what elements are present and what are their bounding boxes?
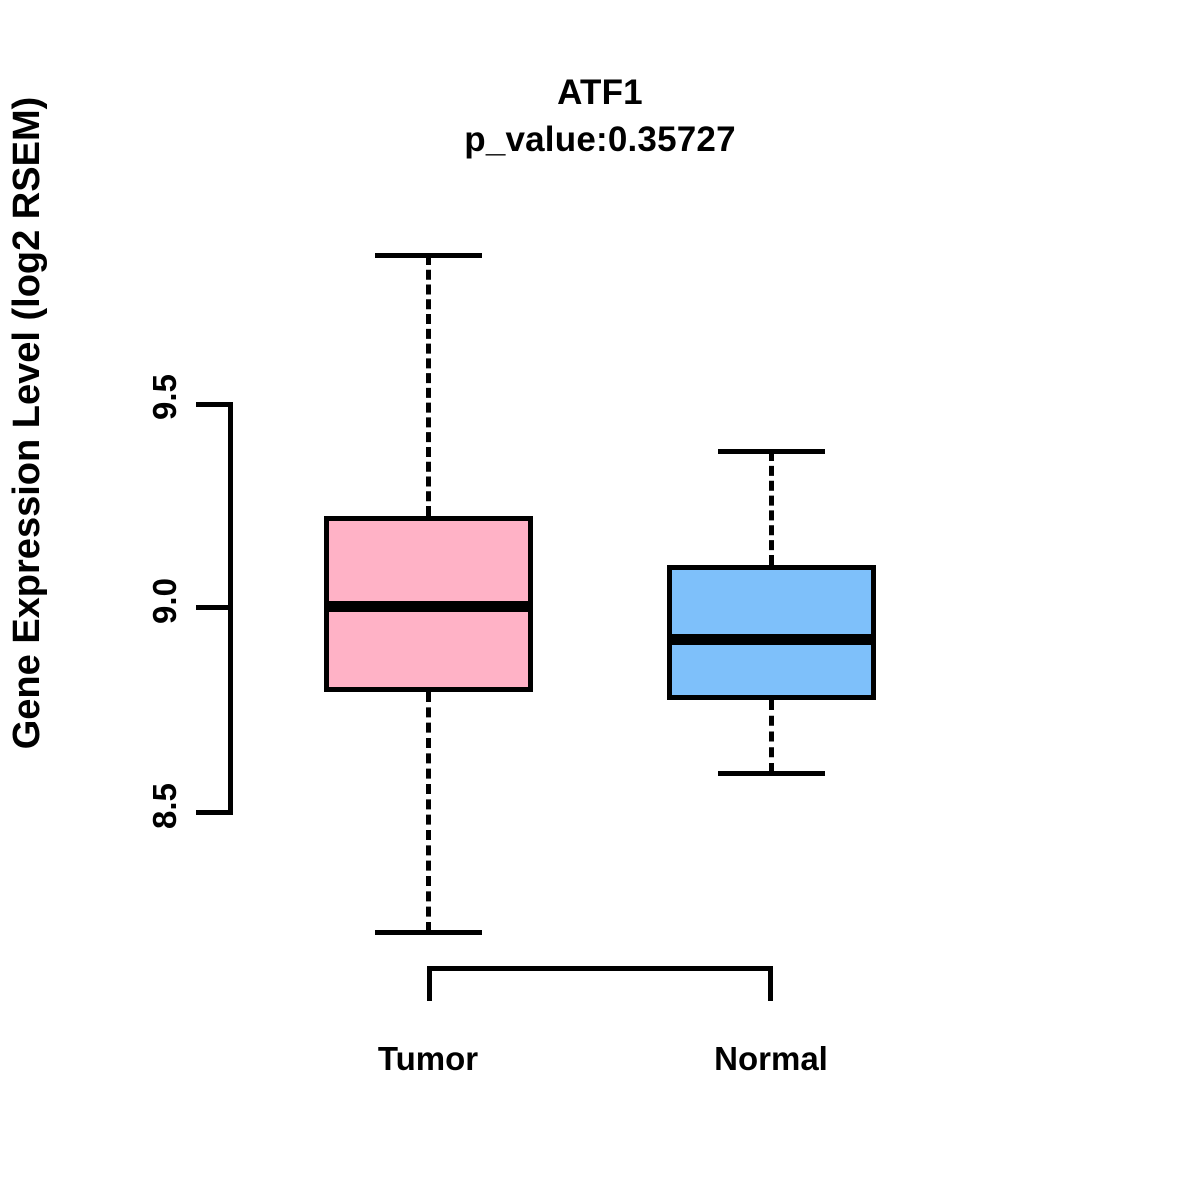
box-body-normal[interactable] <box>667 565 876 700</box>
whisker-lower-normal <box>769 699 774 774</box>
whisker-upper-tumor <box>426 255 431 517</box>
y-axis-tick-mark-8-5 <box>196 810 233 815</box>
median-line-normal <box>667 633 876 645</box>
whisker-cap-upper-tumor <box>375 253 482 259</box>
x-axis-tick-mark-normal <box>768 966 773 1001</box>
x-axis-tick-mark-tumor <box>427 966 432 1001</box>
whisker-upper-normal <box>769 450 774 566</box>
whisker-cap-lower-normal <box>718 771 825 777</box>
whisker-lower-tumor <box>426 691 431 933</box>
y-axis-tick-mark-9-5 <box>196 402 233 407</box>
y-axis-tick-mark-9-0 <box>196 605 233 610</box>
whisker-cap-lower-tumor <box>375 930 482 936</box>
whisker-cap-upper-normal <box>718 448 825 454</box>
median-line-tumor <box>324 601 533 612</box>
x-axis-spine <box>427 966 773 971</box>
